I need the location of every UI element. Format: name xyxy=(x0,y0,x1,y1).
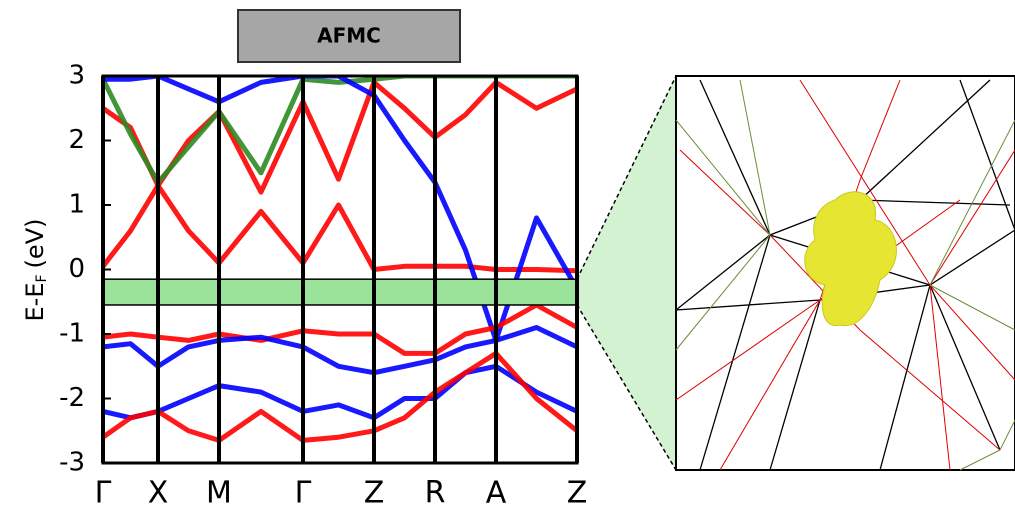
y-label-unit: (eV) xyxy=(21,219,49,269)
y-tick-label: 1 xyxy=(68,190,85,220)
y-tick-label: 2 xyxy=(68,125,85,155)
gap-highlight xyxy=(102,278,578,306)
charge-density-isosurface xyxy=(804,191,897,327)
x-tick-label: M xyxy=(206,476,232,511)
title-box xyxy=(237,9,461,63)
plot-area: Γ X M Γ Z R A Z -3 -2 -1 0 1 2 3 xyxy=(59,61,587,511)
y-label-sub: F xyxy=(34,274,50,282)
x-tick-label: Z xyxy=(567,476,588,511)
structure-panel xyxy=(675,75,1015,471)
band-line xyxy=(103,76,577,185)
y-axis-label: E-EF (eV) xyxy=(21,219,50,322)
y-tick-label: 0 xyxy=(68,254,85,284)
structure-lines-green xyxy=(675,79,1015,471)
band-line xyxy=(103,302,577,356)
band-line xyxy=(103,325,577,376)
y-tick-label: -2 xyxy=(59,383,85,413)
band-line xyxy=(103,363,577,421)
zoom-fill xyxy=(577,76,676,470)
y-tick-label: -3 xyxy=(59,448,85,478)
x-tick-label: Γ xyxy=(95,476,112,511)
band-line xyxy=(103,76,577,343)
band-line xyxy=(103,350,577,443)
y-tick-label: 3 xyxy=(68,61,85,91)
x-tick-label: R xyxy=(425,476,446,511)
x-tick-label: Γ xyxy=(295,476,312,511)
x-tick-label: Z xyxy=(364,476,385,511)
x-tick-label: X xyxy=(148,476,169,511)
band-line xyxy=(103,79,577,195)
y-label-main: E-E xyxy=(21,282,49,321)
bands xyxy=(103,76,577,443)
band-line xyxy=(103,183,577,274)
chart-title: AFMC xyxy=(317,24,381,48)
zoom-dash xyxy=(576,75,677,280)
zoom-connector xyxy=(576,75,677,471)
y-tick-label: -1 xyxy=(59,319,85,349)
x-tick-label: A xyxy=(486,476,507,511)
plot-frame xyxy=(101,74,579,465)
